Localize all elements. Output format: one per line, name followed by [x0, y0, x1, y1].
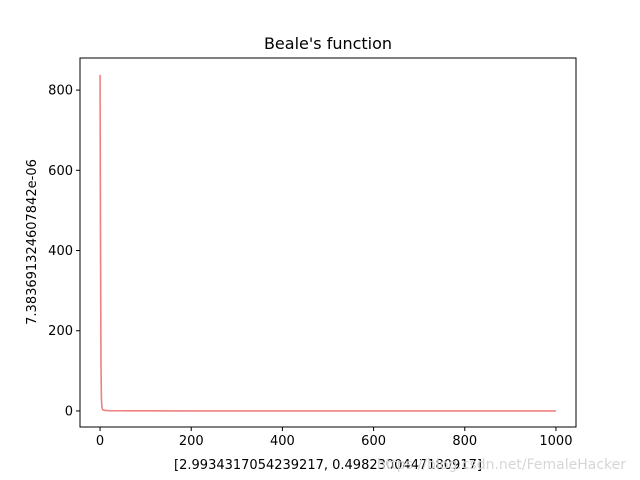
- axes-frame: [79, 57, 577, 428]
- y-tick-label: 400: [48, 244, 73, 259]
- x-tick-label: 800: [452, 434, 477, 449]
- x-axis-label: [2.9934317054239217, 0.4982300447180917]: [174, 458, 482, 473]
- x-tick-label: 400: [270, 434, 295, 449]
- x-tick-label: 200: [179, 434, 204, 449]
- x-tick-label: 600: [361, 434, 386, 449]
- chart-title: Beale's function: [264, 34, 392, 53]
- y-tick-label: 800: [48, 84, 73, 99]
- x-axis: 0 200 400 600 800 1000: [96, 427, 572, 449]
- y-tick-label: 200: [48, 324, 73, 339]
- x-tick-label: 0: [96, 434, 104, 449]
- series-line-0: [99, 74, 556, 412]
- y-tick-label: 0: [65, 404, 73, 419]
- y-tick-label: 600: [48, 164, 73, 179]
- x-tick-label: 1000: [539, 434, 572, 449]
- y-axis-label: 7.383691324607842e-06: [25, 159, 40, 325]
- watermark: https://blog.csdn.net/FemaleHacker: [377, 457, 626, 473]
- plot-area: [99, 74, 556, 412]
- y-axis: 0 200 400 600 800: [48, 84, 80, 419]
